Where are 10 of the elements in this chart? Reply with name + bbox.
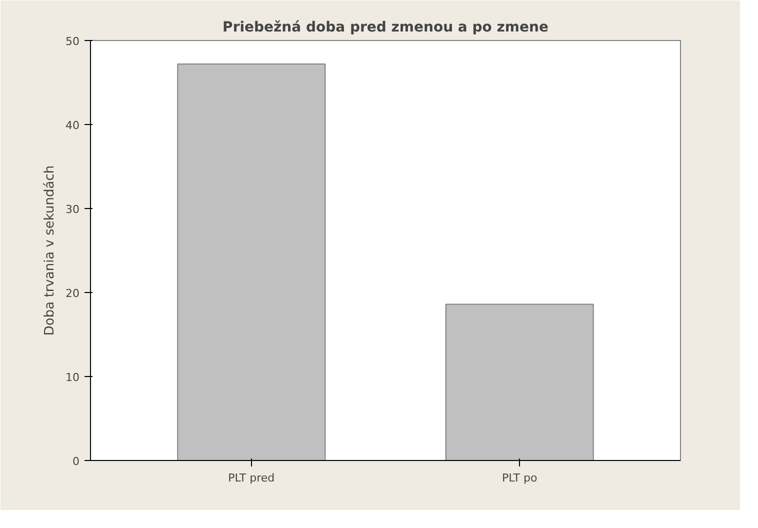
chart-title: Priebežná doba pred zmenou a po zmene (222, 20, 548, 36)
y-axis-title: Doba trvania v sekundách (42, 165, 58, 336)
x-tick-label: PLT po (502, 472, 538, 484)
y-tick-label: 40 (66, 119, 80, 132)
y-tick-label: 50 (66, 35, 80, 48)
y-tick-label: 30 (66, 203, 80, 216)
y-tick-label: 10 (66, 371, 80, 384)
y-tick-label: 0 (72, 455, 80, 468)
x-tick-label: PLT pred (228, 472, 275, 484)
y-tick-label: 20 (66, 287, 80, 300)
